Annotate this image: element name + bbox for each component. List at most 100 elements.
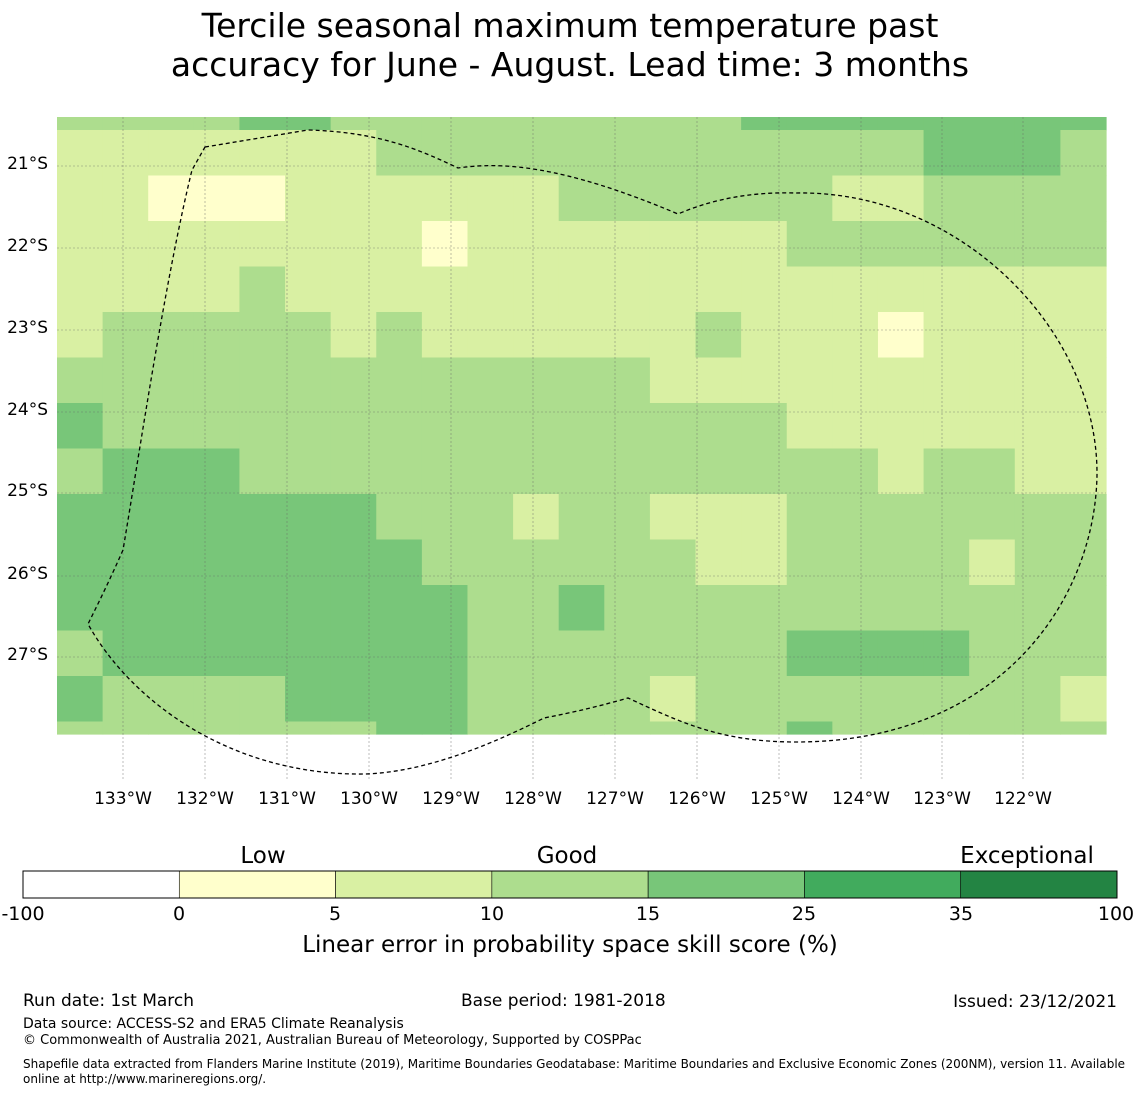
skill-cell	[969, 630, 1016, 677]
skill-cell	[877, 539, 925, 586]
skill-cell	[695, 221, 742, 268]
skill-cell	[376, 130, 423, 177]
skill-cell	[285, 721, 332, 735]
skill-cell	[376, 494, 423, 541]
skill-cell	[1060, 117, 1107, 131]
lat-label-26s: 26°S	[7, 564, 48, 584]
skill-cell	[923, 357, 970, 404]
skill-cell	[193, 494, 241, 541]
skill-cell	[741, 630, 788, 677]
colorbar-segment	[647, 870, 805, 899]
skill-cell	[558, 494, 605, 541]
skill-cell	[467, 448, 514, 495]
skill-cell	[376, 539, 423, 586]
skill-cell	[832, 221, 879, 268]
skill-cell	[421, 676, 469, 723]
skill-cell	[558, 630, 605, 677]
skill-cell	[513, 357, 560, 404]
skill-cell	[923, 266, 970, 313]
skill-cell	[102, 630, 149, 677]
skill-cell	[513, 721, 560, 735]
skill-cell	[376, 585, 423, 632]
skill-cell	[513, 117, 560, 131]
lon-label-130w: 130°W	[340, 789, 398, 809]
skill-cell	[969, 357, 1016, 404]
skill-cell	[923, 539, 970, 586]
lon-label-122w: 122°W	[994, 789, 1052, 809]
skill-cell	[695, 676, 742, 723]
skill-cell	[786, 117, 833, 131]
skill-cell	[741, 266, 788, 313]
skill-cell	[741, 312, 788, 359]
skill-cell	[467, 175, 514, 222]
skill-cell	[741, 403, 788, 450]
skill-cell	[330, 357, 377, 404]
skill-cell	[832, 403, 879, 450]
skill-cell	[57, 403, 104, 450]
skill-cell	[467, 494, 514, 541]
skill-cell	[969, 221, 1016, 268]
colorbar-segment	[804, 870, 962, 899]
skill-cell	[285, 585, 332, 632]
skill-cell	[330, 312, 377, 359]
skill-cell	[649, 721, 697, 735]
colorbar-tick: 15	[635, 903, 661, 925]
skill-cell	[239, 448, 286, 495]
skill-cell	[741, 676, 788, 723]
skill-cell	[832, 539, 879, 586]
skill-cell	[695, 357, 742, 404]
skill-cell	[239, 494, 286, 541]
skill-cell	[969, 676, 1016, 723]
skill-cell	[695, 312, 742, 359]
issued-date: Issued: 23/12/2021	[953, 992, 1117, 1012]
skill-cell	[877, 175, 925, 222]
colorbar-segment	[960, 870, 1118, 899]
skill-cell	[695, 403, 742, 450]
skill-cell	[604, 403, 651, 450]
skill-cell	[376, 175, 423, 222]
skill-cell	[695, 585, 742, 632]
skill-cell	[193, 630, 241, 677]
skill-cell	[148, 175, 195, 222]
skill-cell	[376, 403, 423, 450]
skill-cell	[741, 494, 788, 541]
skill-cell	[649, 585, 697, 632]
skill-cell	[148, 312, 195, 359]
skill-cell	[467, 221, 514, 268]
skill-cell	[604, 221, 651, 268]
skill-cell	[467, 357, 514, 404]
skill-cell	[330, 676, 377, 723]
lon-label-133w: 133°W	[94, 789, 152, 809]
skill-cell	[558, 175, 605, 222]
skill-cell	[558, 721, 605, 735]
skill-cell	[786, 130, 833, 177]
skill-cell	[239, 676, 286, 723]
skill-cell	[741, 721, 788, 735]
copyright-notice: © Commonwealth of Australia 2021, Austra…	[23, 1033, 642, 1048]
skill-cell	[877, 494, 925, 541]
chart-title-line-1: Tercile seasonal maximum temperature pas…	[201, 6, 939, 45]
lon-label-125w: 125°W	[750, 789, 808, 809]
skill-cell	[923, 221, 970, 268]
skill-cell	[877, 312, 925, 359]
skill-cell	[1060, 585, 1107, 632]
category-good: Good	[536, 843, 598, 869]
category-exceptional: Exceptional	[960, 843, 1094, 869]
shapefile-credit: Shapefile data extracted from Flanders M…	[23, 1057, 1126, 1086]
skill-cell	[877, 117, 925, 131]
skill-cell	[695, 130, 742, 177]
skill-cell	[421, 721, 469, 735]
skill-cell	[148, 403, 195, 450]
skill-cell	[102, 221, 149, 268]
skill-cell	[923, 117, 970, 131]
skill-cell	[877, 221, 925, 268]
skill-cell	[102, 357, 149, 404]
skill-cell	[102, 117, 149, 131]
skill-cell	[1014, 539, 1061, 586]
skill-cell	[193, 448, 241, 495]
skill-cell	[102, 175, 149, 222]
skill-cell	[285, 539, 332, 586]
skill-cell	[558, 403, 605, 450]
skill-cell	[330, 448, 377, 495]
skill-cell	[421, 448, 469, 495]
